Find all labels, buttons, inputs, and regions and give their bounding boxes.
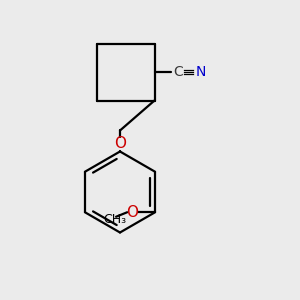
Text: C: C [174, 65, 183, 79]
Text: O: O [114, 136, 126, 152]
Text: N: N [195, 65, 206, 79]
Text: O: O [127, 205, 139, 220]
Text: CH₃: CH₃ [103, 213, 126, 226]
